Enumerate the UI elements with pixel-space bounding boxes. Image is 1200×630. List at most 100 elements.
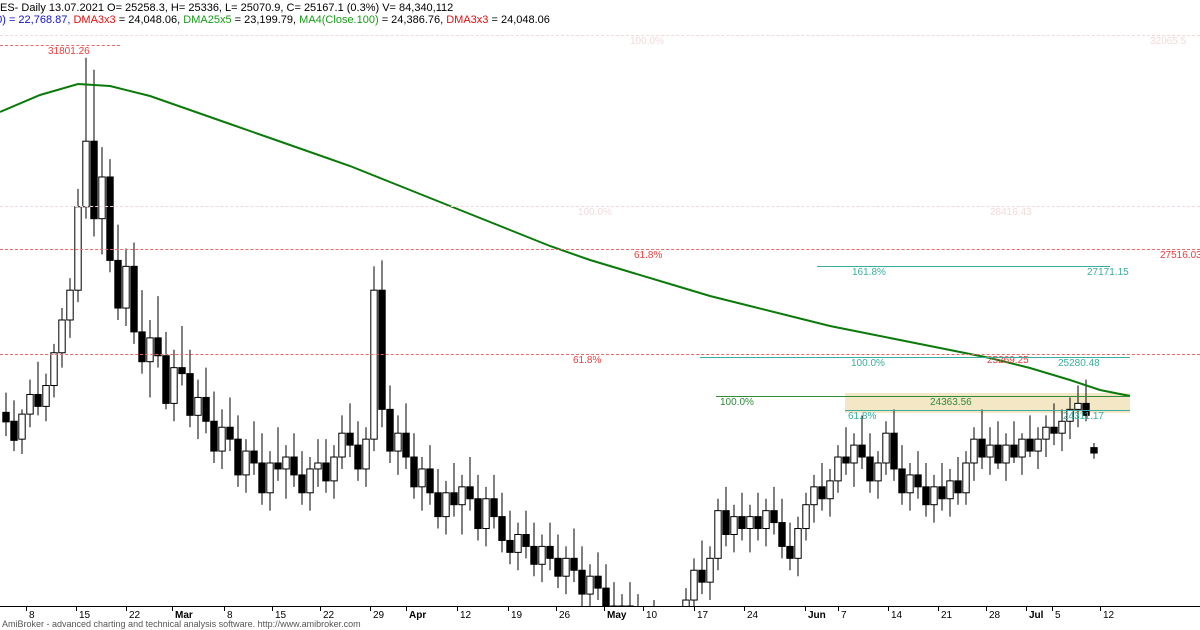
level-line-fib-100-top-faint[interactable] [0, 35, 1200, 36]
candlestick [802, 492, 810, 541]
candlestick [234, 415, 242, 487]
axis-label-29: 29 [373, 610, 385, 621]
indicator-segment-0: 50) = 22,768.87, [0, 14, 71, 26]
quote-summary: ES- Daily 13.07.2021 O= 25258.3, H= 2533… [0, 2, 454, 14]
candlestick [90, 69, 98, 237]
candlestick [594, 552, 602, 601]
axis-label-15: 15 [79, 610, 91, 621]
indicator-segment-2: = 24,048.06, [115, 14, 184, 26]
axis-tick [172, 606, 173, 611]
chart-plot-area[interactable]: 100.0% 32065.5 31801.26 100.0% 28416.43 61.8%… [0, 28, 1200, 606]
candlestick [242, 439, 250, 493]
level-line-fib-100-green[interactable] [716, 396, 1130, 397]
candlestick [338, 415, 346, 469]
level-line-fib-618-teal-band[interactable] [845, 410, 1130, 411]
candlestick [562, 546, 570, 595]
candlestick [762, 498, 770, 547]
candlestick [274, 427, 282, 481]
candlestick [1010, 421, 1018, 463]
axis-label-19: 19 [511, 610, 523, 621]
axis-label-21: 21 [941, 610, 953, 621]
candlestick [826, 468, 834, 517]
candlestick [810, 474, 818, 523]
candlestick [210, 391, 218, 463]
level-line-fib-100-mid-faint[interactable] [0, 206, 1200, 207]
candlestick [1002, 433, 1010, 481]
axis-label-5: 5 [1055, 610, 1061, 621]
candlestick [58, 308, 66, 368]
level-line-fib-100-teal[interactable] [700, 357, 1130, 358]
level-line-fib-618-upper[interactable] [0, 249, 1200, 250]
axis-label-15: 15 [275, 610, 287, 621]
candlestick [770, 486, 778, 535]
level-label-fib-618-lower: 61.8% [573, 355, 602, 366]
axis-tick [805, 606, 806, 611]
level-value-fib-618-upper: 27516.03 [1160, 250, 1200, 261]
axis-label-26: 26 [559, 610, 571, 621]
candlestick [858, 415, 866, 469]
candlestick [706, 546, 714, 601]
candlestick [1074, 385, 1082, 428]
candlestick [98, 147, 106, 255]
candlestick [314, 439, 322, 487]
candlestick [986, 427, 994, 475]
axis-label-24: 24 [747, 610, 759, 621]
candlestick [1058, 409, 1066, 452]
candlestick [306, 457, 314, 511]
candlestick [130, 242, 138, 344]
level-value-fib-618-teal-band: 24311.17 [1063, 411, 1104, 422]
axis-tick [556, 606, 557, 611]
axis-tick [938, 606, 939, 611]
level-label-fib-1618-teal: 161.8% [852, 267, 886, 278]
candlestick-canvas [0, 57, 1131, 606]
candlestick [354, 421, 362, 481]
level-value-fib-100-top-faint: 32065.5 [1150, 36, 1187, 47]
candlestick [834, 445, 842, 493]
candlestick [178, 325, 186, 386]
axis-tick [986, 606, 987, 611]
axis-tick [744, 606, 745, 611]
candlestick [258, 433, 266, 505]
candlestick [570, 528, 578, 583]
candlestick [418, 457, 426, 511]
candlestick [866, 433, 874, 493]
candlestick [114, 224, 122, 320]
candlestick [1026, 415, 1034, 458]
candlestick [994, 421, 1002, 469]
candlestick [82, 57, 90, 219]
level-line-fib-1618-teal[interactable] [817, 266, 1110, 267]
axis-label-12: 12 [1103, 610, 1115, 621]
candlestick [690, 558, 698, 606]
date-axis: 8 15 22 Mar 8 15 22 29 Apr 12 19 26 May 10 17 24 Jun 7 14 2… [0, 606, 1200, 630]
level-line-peak-label[interactable] [0, 45, 120, 46]
level-value-fib-100-green: 24363.56 [930, 397, 972, 408]
axis-baseline [0, 606, 1200, 607]
candlestick [514, 522, 522, 571]
candlestick [842, 427, 850, 475]
axis-label-7: 7 [841, 610, 847, 621]
candlestick [426, 445, 434, 505]
footer-credit: AmiBroker - advanced charting and techni… [2, 619, 361, 629]
axis-tick [694, 606, 695, 611]
candlestick [218, 409, 226, 469]
level-value-fib-1618-teal: 27171.15 [1087, 267, 1129, 278]
level-value-peak-label: 31801.26 [48, 46, 90, 57]
candlestick [1066, 397, 1074, 440]
indicator-segment-3: DMA25x5 [183, 14, 232, 26]
indicator-segment-5: MA4(Close.100) [299, 14, 379, 26]
level-label-fib-618-upper: 61.8% [634, 250, 663, 261]
level-line-fib-618-lower[interactable] [0, 354, 1200, 355]
candlestick [2, 392, 10, 437]
candlestick [546, 522, 554, 571]
candlestick [922, 462, 930, 517]
candlestick [882, 421, 890, 475]
level-value-fib-100-teal: 25280.48 [1058, 358, 1100, 369]
axis-label-jul: Jul [1029, 610, 1044, 621]
axis-label-8: 8 [29, 610, 35, 621]
candlestick [498, 492, 506, 553]
axis-tick [1052, 606, 1053, 611]
candlestick [610, 582, 618, 606]
candlestick [818, 462, 826, 511]
candlestick [530, 522, 538, 577]
axis-tick [1026, 606, 1027, 611]
